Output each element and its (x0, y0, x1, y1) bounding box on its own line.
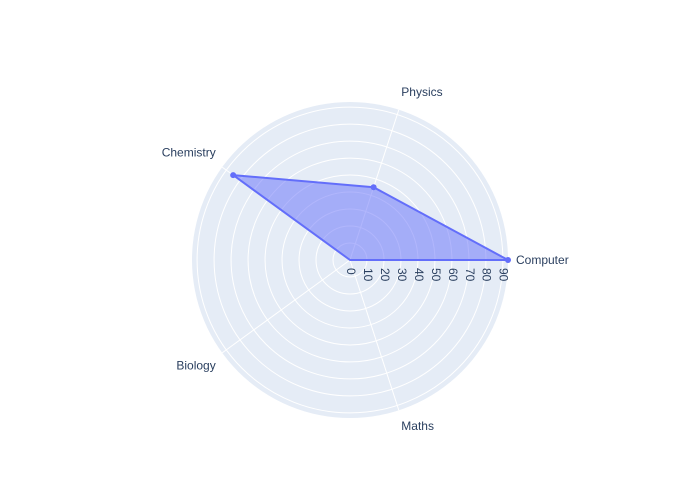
radial-tick-label: 70 (463, 268, 477, 282)
category-label: Maths (401, 419, 434, 433)
radial-tick-label: 30 (395, 268, 409, 282)
data-point (230, 172, 237, 179)
radial-tick-label: 50 (429, 268, 443, 282)
radial-tick-label: 60 (446, 268, 460, 282)
angular-gridline (349, 259, 400, 411)
radial-tick-labels: 0 10 20 30 40 50 60 70 80 90 (344, 268, 511, 282)
data-point (370, 184, 377, 191)
category-label: Biology (176, 359, 215, 373)
radial-tick-label: 20 (378, 268, 392, 282)
radial-tick-label: 0 (344, 268, 358, 275)
category-label: Physics (401, 85, 442, 99)
category-labels: Computer Physics Chemistry Biology Maths (162, 85, 569, 433)
category-label: Chemistry (162, 145, 216, 159)
data-series (230, 172, 511, 263)
radial-tick-label: 80 (480, 268, 494, 282)
radial-tick-label: 10 (361, 268, 375, 282)
category-label: Computer (516, 253, 569, 267)
radial-tick-label: 90 (497, 268, 511, 282)
data-point (505, 257, 511, 263)
angular-gridline (221, 259, 351, 354)
radial-tick-label: 40 (412, 268, 426, 282)
